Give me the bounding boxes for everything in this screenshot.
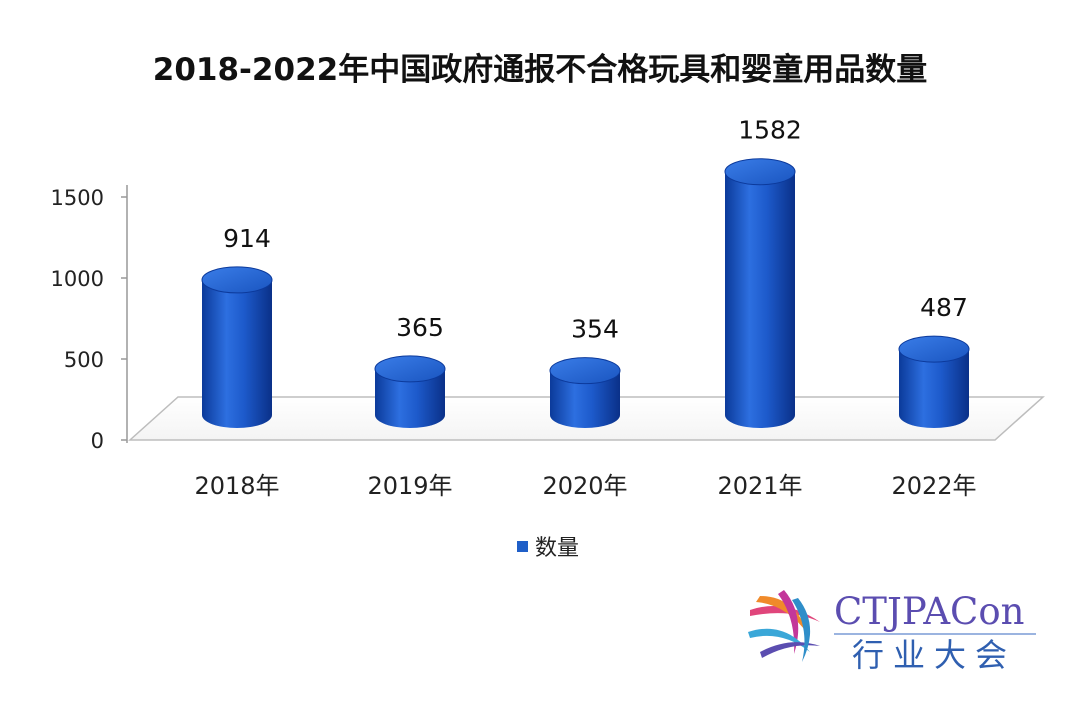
data-label: 354 [571,315,619,344]
logo-name-cn: 行业大会 [852,636,1016,674]
legend-label: 数量 [535,536,579,561]
x-tick-label: 2022年 [891,472,976,500]
bar-top [201,266,273,294]
data-labels: 914 365 354 1582 487 [223,116,968,344]
y-tick-label: 1500 [51,186,104,210]
bar-top [374,355,446,383]
data-label: 365 [396,313,444,342]
bar-top [549,357,621,385]
bar [549,357,621,428]
bars [201,158,970,428]
data-label: 487 [920,293,968,322]
bar-top [898,335,970,363]
bar-body [202,279,272,428]
y-tick-label: 500 [64,348,104,372]
ctjpacon-logo: CTJPACon 行业大会 [748,590,1036,674]
x-axis: 2018年 2019年 2020年 2021年 2022年 [194,472,976,500]
bar [898,335,970,428]
y-tick-label: 0 [91,429,104,453]
legend: 数量 [517,536,579,561]
bar-body [725,171,795,428]
logo-name-en: CTJPACon [834,590,1024,633]
bar-top [724,158,796,186]
chart-title: 2018-2022年中国政府通报不合格玩具和婴童用品数量 [153,52,927,88]
bar [201,266,273,428]
bar-body [375,368,445,428]
bar-body [899,349,969,428]
data-label: 914 [223,224,271,253]
x-tick-label: 2020年 [542,472,627,500]
x-tick-label: 2021年 [717,472,802,500]
legend-swatch [517,541,528,552]
bar [374,355,446,428]
bar [724,158,796,428]
logo-mark-icon [748,590,820,662]
x-tick-label: 2019年 [367,472,452,500]
x-tick-label: 2018年 [194,472,279,500]
bar-body [550,370,620,428]
data-label: 1582 [738,116,802,145]
y-axis: 0 500 1000 1500 [51,186,127,453]
y-tick-label: 1000 [51,267,104,291]
